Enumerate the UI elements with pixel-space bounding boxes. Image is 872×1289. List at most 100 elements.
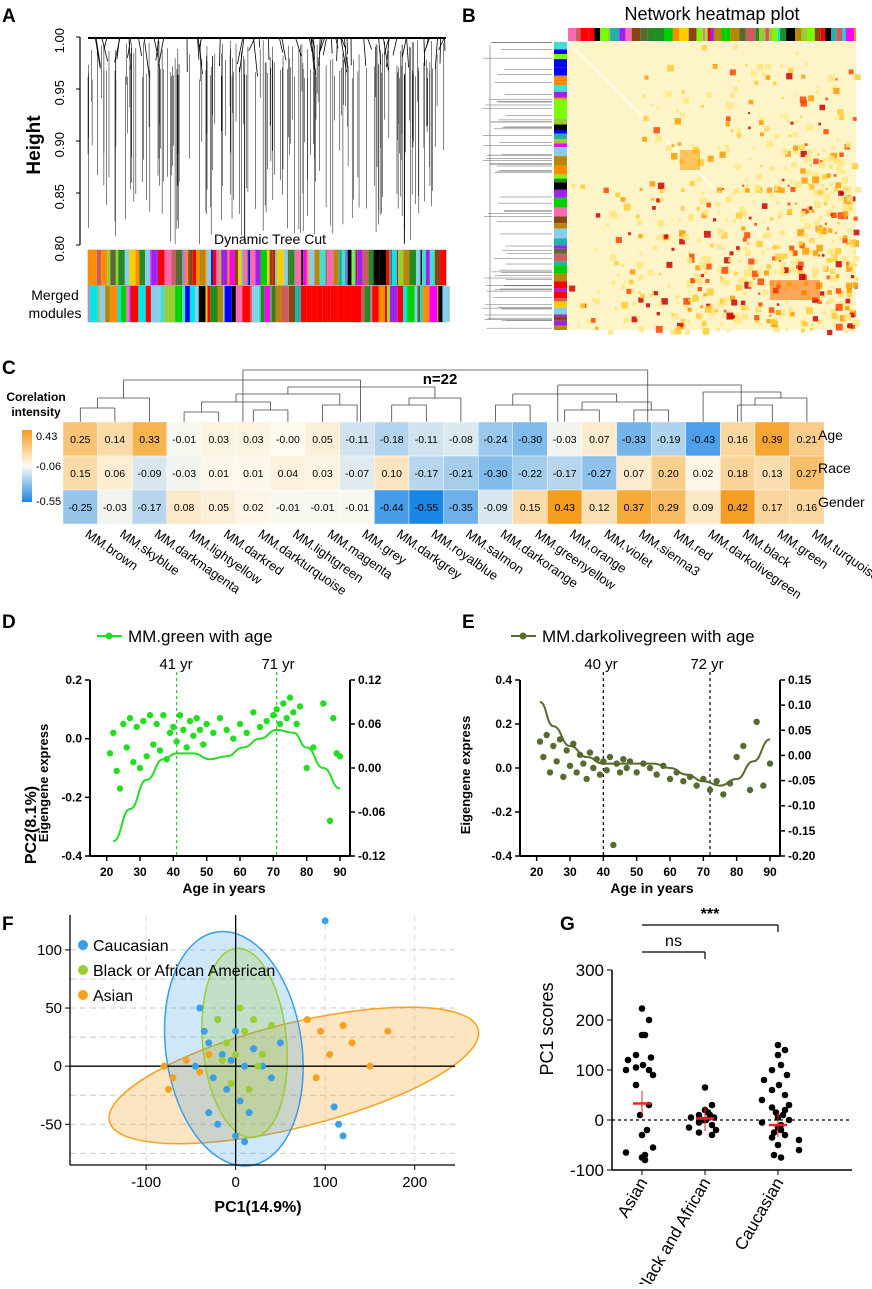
dot <box>639 1005 646 1012</box>
heatmap-cell-value: 0.02 <box>693 468 714 480</box>
y-tick-label: -0.2 <box>491 805 512 819</box>
data-point <box>120 721 126 727</box>
a-ytick: 0.90 <box>52 132 67 157</box>
e-vline-label-1: 40 yr <box>584 656 617 673</box>
pca-point <box>277 1039 284 1046</box>
data-point <box>653 771 659 777</box>
pca-point <box>259 1051 266 1058</box>
dot <box>650 1072 657 1079</box>
pca-point <box>317 1028 324 1035</box>
pca-point <box>349 1039 356 1046</box>
heatmap-cell-value: -0.07 <box>345 468 369 480</box>
f-ylabel: PC2(8.1%) <box>23 786 40 864</box>
x-tick-label: 40 <box>597 865 611 879</box>
y2-tick-label: 0.12 <box>358 673 382 687</box>
heatmap-cell-value: -0.44 <box>380 502 404 514</box>
data-point <box>330 715 336 721</box>
data-point <box>733 754 739 760</box>
pca-point <box>223 1086 230 1093</box>
data-point <box>647 765 653 771</box>
x-tick-label: 50 <box>630 865 644 879</box>
dot <box>782 1092 789 1099</box>
panel-letter-e: E <box>462 612 475 633</box>
heatmap-cell-value: -0.09 <box>138 468 162 480</box>
f-legend-marker <box>78 940 88 950</box>
data-point <box>217 715 223 721</box>
data-point <box>293 721 299 727</box>
data-point <box>573 769 579 775</box>
a-ytick: 0.80 <box>52 236 67 261</box>
pca-point <box>304 1016 311 1023</box>
heatmap-cell-value: -0.09 <box>484 502 508 514</box>
e-legend-marker <box>520 633 527 640</box>
heatmap-cell-value: 0.18 <box>727 468 748 480</box>
heatmap-cell-value: -0.22 <box>518 468 542 480</box>
f-xlabel: PC1(14.9%) <box>214 1199 301 1216</box>
f-legend-item: Black or African American <box>93 963 275 980</box>
y-tick-label: 200 <box>576 1011 604 1030</box>
data-point <box>713 778 719 784</box>
heatmap-cell-value: 0.03 <box>243 434 264 446</box>
heatmap-cell-value: -0.00 <box>276 434 300 446</box>
data-point <box>157 747 163 753</box>
x-tick-label: 40 <box>167 865 181 879</box>
heatmap-cell-value: 0.04 <box>278 468 299 480</box>
data-point <box>123 744 129 750</box>
y-tick-label: 0.0 <box>65 732 82 746</box>
dot <box>709 1132 716 1139</box>
data-point <box>563 747 569 753</box>
x-tick-label: 20 <box>530 865 544 879</box>
x-tick-label: 200 <box>402 1174 427 1191</box>
sig-label-ns: ns <box>665 933 682 950</box>
c-color-legend <box>22 430 32 502</box>
e-xlabel: Age in years <box>610 880 693 896</box>
g-ylabel: PC1 scores <box>537 982 557 1075</box>
x-tick-label: 90 <box>763 865 777 879</box>
x-tick-label: 90 <box>333 865 347 879</box>
data-point <box>223 727 229 733</box>
data-point <box>327 818 333 824</box>
dot <box>761 1077 768 1084</box>
data-point <box>183 744 189 750</box>
pca-point <box>232 1132 239 1139</box>
data-point <box>130 759 136 765</box>
pca-point <box>196 1068 203 1075</box>
pca-point <box>335 1121 342 1128</box>
data-point <box>633 769 639 775</box>
heatmap-cell-value: -0.01 <box>345 502 369 514</box>
pca-point <box>326 1051 333 1058</box>
y-tick-label: -100 <box>570 1161 604 1180</box>
sig-label-stars: *** <box>701 906 720 923</box>
c-row-label: Gender <box>818 494 865 510</box>
data-point <box>287 694 293 700</box>
heatmap-cell-value: 0.15 <box>70 468 91 480</box>
x-tick-label: 0 <box>231 1174 239 1191</box>
panel-letter-c: C <box>2 358 16 379</box>
data-point <box>760 782 766 788</box>
heatmap-cell-value: 0.07 <box>589 434 610 446</box>
pca-point <box>331 1103 338 1110</box>
data-point <box>153 721 159 727</box>
panel-c: C n=22 Corelation intensity 0.43 -0.06 -… <box>2 358 872 602</box>
data-point <box>550 743 556 749</box>
heatmap-cell-value: -0.03 <box>172 468 196 480</box>
y-tick-label: -0.4 <box>61 849 82 863</box>
dot <box>709 1102 716 1109</box>
heatmap-cell-value: 0.25 <box>70 434 91 446</box>
heatmap-cell-value: 0.03 <box>208 434 229 446</box>
dot <box>633 1082 640 1089</box>
data-point <box>617 769 623 775</box>
y2-tick-label: 0.06 <box>358 717 382 731</box>
pca-point <box>228 1080 235 1087</box>
dot <box>769 1067 776 1074</box>
pca-point <box>241 1028 248 1035</box>
y2-tick-label: -0.05 <box>788 774 816 788</box>
merged-modules-strip <box>88 286 450 322</box>
c-legend-title-2: intensity <box>11 405 61 419</box>
d-legend-marker <box>106 633 113 640</box>
c-legend-tick: -0.55 <box>36 496 61 508</box>
dot <box>769 1134 776 1141</box>
